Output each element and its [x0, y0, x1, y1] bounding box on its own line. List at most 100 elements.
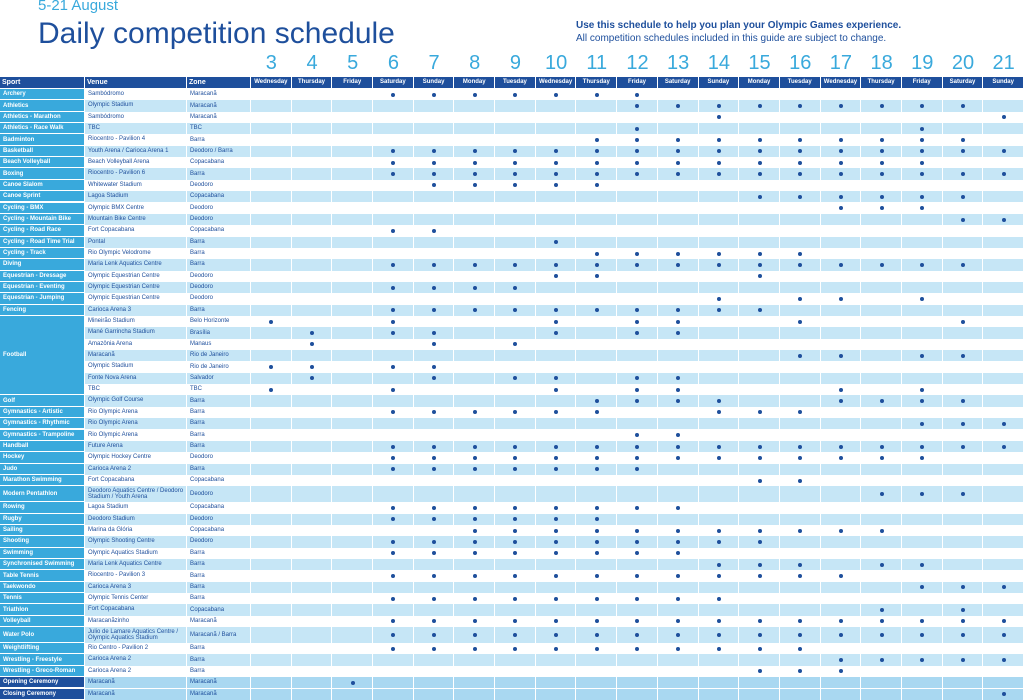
event-dot [391, 619, 396, 624]
day-cell [454, 157, 496, 169]
day-cell [942, 225, 984, 237]
day-cell [576, 570, 618, 582]
day-cell [942, 179, 984, 192]
zone-name: Maracanã [190, 102, 217, 109]
day-cell [820, 677, 862, 689]
day-cell [820, 327, 862, 339]
day-cell [739, 361, 780, 373]
day-cell [535, 463, 577, 475]
event-dot [594, 467, 599, 472]
day-cell [251, 502, 292, 514]
event-dot [920, 387, 925, 392]
day-cell [820, 168, 862, 180]
day-cell [820, 361, 862, 373]
day-cell [454, 168, 496, 180]
day-cell [413, 406, 455, 419]
event-dot [757, 194, 762, 199]
event-dot [391, 444, 396, 449]
day-cell [617, 338, 658, 351]
venue-cell: Maracanã [85, 350, 187, 362]
day-cell [657, 225, 699, 237]
day-cell [454, 236, 496, 248]
table-row: Lagoa Stadium Copacabana [0, 191, 1024, 203]
day-cell [779, 281, 821, 294]
day-cell [698, 202, 740, 214]
day-cell [413, 350, 455, 362]
event-dot [716, 149, 721, 154]
venue-cell: Olympic Hockey Centre [85, 452, 187, 464]
zone-cell: Rio de Janeiro [187, 361, 251, 373]
event-dot [798, 160, 803, 165]
day-cell [983, 281, 1024, 294]
day-cell [657, 395, 699, 407]
day-cell [779, 247, 821, 260]
day-cell [332, 247, 374, 260]
day-cell [739, 429, 780, 441]
day-cell [291, 643, 333, 655]
day-cell [413, 372, 455, 385]
table-row: Rio Olympic Arena Barra [0, 418, 1024, 430]
table-row: Olympic Stadium Maracanã [0, 100, 1024, 112]
day-cell [657, 316, 699, 328]
day-cell [373, 559, 414, 571]
day-cell [657, 654, 699, 666]
day-cell [861, 452, 902, 464]
day-cell [779, 452, 821, 464]
day-cell [779, 615, 821, 628]
weekday-header: Saturday [657, 77, 698, 88]
day-cell [657, 688, 699, 700]
day-cell [617, 677, 658, 689]
sport-name: Rowing [0, 502, 84, 514]
event-dot [757, 574, 762, 579]
table-row: Carioca Arena 3 Barra [0, 304, 1024, 316]
day-cell [942, 395, 984, 407]
event-dot [635, 149, 640, 154]
event-dot [513, 528, 518, 533]
day-cell [657, 259, 699, 271]
day-cell [251, 361, 292, 373]
venue-name: Rio Centro - Pavilion 2 [88, 645, 149, 652]
day-cell [983, 654, 1024, 666]
event-dot [635, 596, 640, 601]
event-dot [838, 160, 843, 165]
day-cell [983, 384, 1024, 396]
event-dot [594, 528, 599, 533]
venue-cell: Maracanã [85, 688, 187, 700]
day-cell [942, 665, 984, 678]
day-cell [901, 100, 943, 112]
day-cell [576, 384, 618, 396]
day-cell [942, 145, 984, 158]
day-cell [291, 134, 333, 146]
sport-name: Opening Ceremony [0, 677, 84, 689]
table-row: Deodoro Stadium Deodoro [0, 513, 1024, 525]
event-dot [798, 574, 803, 579]
event-dot [635, 467, 640, 472]
day-cell [698, 327, 740, 339]
day-cell [454, 327, 496, 339]
table-row: Rio Olympic Arena Barra [0, 406, 1024, 419]
table-row: Carioca Arena 2 Barra [0, 665, 1024, 678]
event-dot [798, 262, 803, 267]
event-dot [798, 296, 803, 301]
day-number: 21 [992, 52, 1015, 74]
event-dot [554, 646, 559, 651]
day-cell [373, 338, 414, 351]
sport-name: Closing Ceremony [0, 688, 84, 700]
day-cell [657, 429, 699, 441]
event-dot [960, 217, 965, 222]
day-cell [983, 513, 1024, 525]
day-cell [251, 281, 292, 294]
event-dot [960, 399, 965, 404]
day-cell [739, 213, 780, 226]
day-cell [576, 627, 618, 644]
day-cell [942, 677, 984, 689]
day-cell [332, 654, 374, 666]
day-cell [942, 134, 984, 146]
day-cell [942, 559, 984, 571]
event-dot [391, 410, 396, 415]
day-cell [820, 202, 862, 214]
day-cell [820, 179, 862, 192]
day-cell [901, 593, 943, 605]
day-cell [495, 524, 536, 537]
sport-name: Cycling - Road Race [0, 225, 84, 237]
